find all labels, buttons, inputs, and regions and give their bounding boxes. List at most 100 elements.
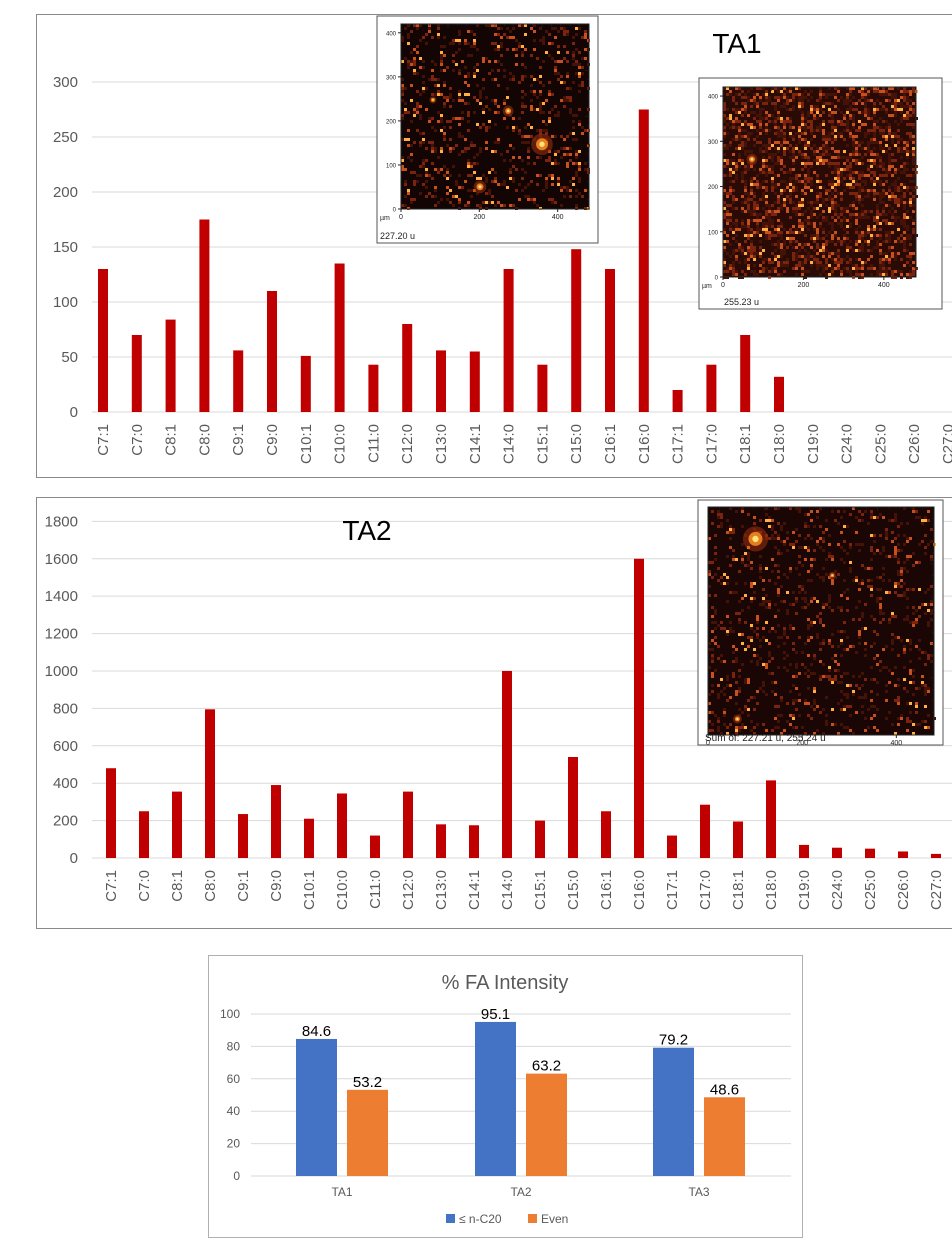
heatmap-pixel xyxy=(840,606,843,609)
heatmap-pixel xyxy=(717,717,720,720)
heatmap-pixel xyxy=(852,207,855,210)
heatmap-pixel xyxy=(500,63,503,66)
heatmap-pixel xyxy=(723,201,726,204)
heatmap-pixel xyxy=(912,261,915,264)
heatmap-pixel xyxy=(771,165,774,168)
heatmap-pixel xyxy=(834,678,837,681)
heatmap-pixel xyxy=(885,258,888,261)
heatmap-pixel xyxy=(840,516,843,519)
heatmap-pixel xyxy=(927,687,930,690)
heatmap-pixel xyxy=(768,120,771,123)
heatmap-pixel xyxy=(849,177,852,180)
heatmap-pixel xyxy=(780,159,783,162)
heatmap-pixel xyxy=(855,219,858,222)
heatmap-pixel xyxy=(717,516,720,519)
heatmap-pixel xyxy=(861,264,864,267)
category-label: C26:0 xyxy=(906,424,923,464)
heatmap-pixel xyxy=(837,171,840,174)
heatmap-pixel xyxy=(882,264,885,267)
heatmap-pixel xyxy=(906,618,909,621)
heatmap-pixel xyxy=(930,618,933,621)
heatmap-pixel xyxy=(732,123,735,126)
heatmap-pixel xyxy=(912,111,915,114)
heatmap-pixel xyxy=(903,678,906,681)
heatmap-pixel xyxy=(858,231,861,234)
heatmap-pixel xyxy=(473,33,476,36)
heatmap-pixel xyxy=(789,507,792,510)
heatmap-pixel xyxy=(846,123,849,126)
heatmap-pixel xyxy=(879,267,882,270)
heatmap-pixel xyxy=(732,672,735,675)
heatmap-pixel xyxy=(458,201,461,204)
heatmap-pixel xyxy=(816,615,819,618)
heatmap-pixel xyxy=(777,150,780,153)
heatmap-pixel xyxy=(741,222,744,225)
heatmap-pixel xyxy=(792,684,795,687)
heatmap-pixel xyxy=(759,198,762,201)
heatmap-pixel xyxy=(744,681,747,684)
heatmap-pixel xyxy=(822,603,825,606)
heatmap-pixel xyxy=(807,654,810,657)
heatmap-pixel xyxy=(813,657,816,660)
heatmap-pixel xyxy=(897,561,900,564)
heatmap-pixel xyxy=(795,612,798,615)
heatmap-pixel xyxy=(816,636,819,639)
heatmap-pixel xyxy=(861,96,864,99)
heatmap-pixel xyxy=(738,108,741,111)
heatmap-pixel xyxy=(915,621,918,624)
category-label: C12:0 xyxy=(400,870,417,910)
heatmap-pixel xyxy=(888,93,891,96)
heatmap-pixel xyxy=(431,75,434,78)
heatmap-pixel xyxy=(783,180,786,183)
heatmap-pixel xyxy=(735,198,738,201)
heatmap-pixel xyxy=(741,225,744,228)
bar-C27:0 xyxy=(931,853,941,858)
heatmap-pixel xyxy=(870,678,873,681)
heatmap-pixel xyxy=(798,231,801,234)
heatmap-pixel xyxy=(434,78,437,81)
category-label: C11:0 xyxy=(365,424,382,463)
heatmap-pixel xyxy=(744,183,747,186)
heatmap-pixel xyxy=(765,123,768,126)
heatmap-pixel xyxy=(861,672,864,675)
heatmap-pixel xyxy=(521,90,524,93)
inset-xtick-label: 0 xyxy=(706,740,710,747)
heatmap-pixel xyxy=(855,213,858,216)
heatmap-pixel xyxy=(741,102,744,105)
heatmap-pixel xyxy=(807,624,810,627)
heatmap-pixel xyxy=(879,222,882,225)
heatmap-pixel xyxy=(735,690,738,693)
heatmap-pixel xyxy=(831,609,834,612)
heatmap-pixel xyxy=(906,702,909,705)
heatmap-pixel xyxy=(882,129,885,132)
heatmap-pixel xyxy=(846,270,849,273)
heatmap-pixel xyxy=(810,564,813,567)
heatmap-pixel xyxy=(852,123,855,126)
heatmap-pixel xyxy=(870,558,873,561)
heatmap-pixel xyxy=(765,117,768,120)
heatmap-pixel xyxy=(735,111,738,114)
heatmap-pixel xyxy=(729,159,732,162)
heatmap-pixel xyxy=(563,30,566,33)
heatmap-pixel xyxy=(503,183,506,186)
heatmap-pixel xyxy=(918,588,921,591)
heatmap-pixel xyxy=(855,264,858,267)
heatmap-pixel xyxy=(846,165,849,168)
heatmap-pixel xyxy=(870,273,873,276)
heatmap-pixel xyxy=(870,234,873,237)
heatmap-pixel xyxy=(777,156,780,159)
heatmap-pixel xyxy=(539,66,542,69)
inset-xtick-label: 200 xyxy=(796,740,808,747)
heatmap-pixel xyxy=(900,219,903,222)
heatmap-pixel xyxy=(801,726,804,729)
heatmap-pixel xyxy=(494,204,497,207)
heatmap-pixel xyxy=(777,126,780,129)
heatmap-pixel xyxy=(909,105,912,108)
heatmap-pixel xyxy=(888,162,891,165)
heatmap-pixel xyxy=(738,153,741,156)
heatmap-pixel xyxy=(738,675,741,678)
heatmap-pixel xyxy=(846,126,849,129)
heatmap-pixel xyxy=(837,123,840,126)
heatmap-pixel xyxy=(578,27,581,30)
heatmap-pixel xyxy=(822,567,825,570)
